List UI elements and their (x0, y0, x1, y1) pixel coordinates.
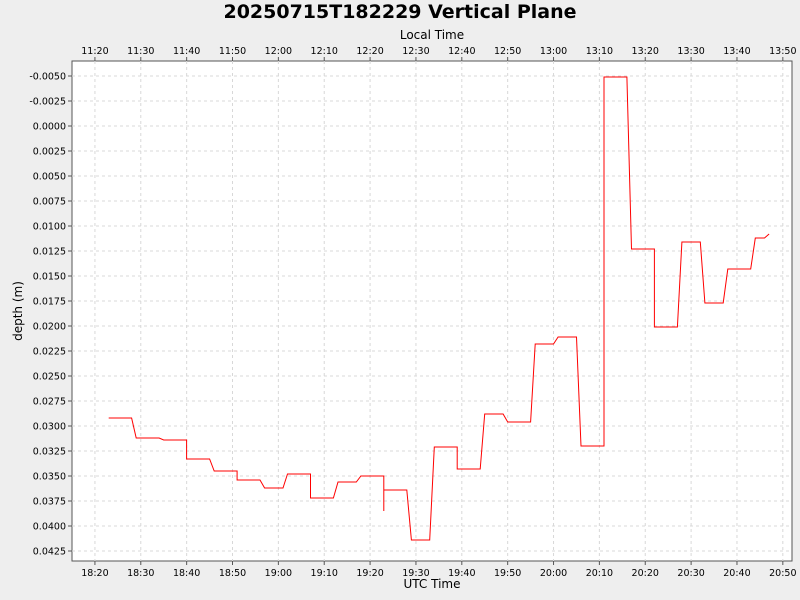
y-tick-label: 0.0025 (33, 147, 66, 158)
y-tick-label: 0.0225 (33, 347, 66, 358)
axis-ticks: -0.0050 -0.0025 0.0000 0.0025 0.0050 0.0075 0.… (29, 46, 796, 579)
x-tick-label-utc: 18:40 (173, 568, 200, 579)
x-tick-label-local: 13:40 (723, 46, 750, 57)
x-tick-label-utc: 19:50 (494, 568, 521, 579)
x-tick-label-utc: 20:20 (632, 568, 659, 579)
x-tick-label-local: 11:20 (81, 46, 108, 57)
bottom-axis-label: UTC Time (403, 577, 461, 591)
y-tick-label: 0.0175 (33, 297, 66, 308)
x-tick-label-local: 12:10 (311, 46, 338, 57)
y-tick-label: 0.0000 (33, 122, 66, 133)
y-tick-label: 0.0075 (33, 197, 66, 208)
y-tick-label: 0.0150 (33, 272, 66, 283)
x-tick-label-utc: 18:20 (81, 568, 108, 579)
x-tick-label-local: 12:50 (494, 46, 521, 57)
x-tick-label-utc: 19:20 (356, 568, 383, 579)
x-tick-label-utc: 18:30 (127, 568, 154, 579)
y-tick-label: 0.0050 (33, 172, 66, 183)
y-tick-label: 0.0200 (33, 322, 66, 333)
x-tick-label-local: 12:20 (356, 46, 383, 57)
x-tick-label-utc: 18:50 (219, 568, 246, 579)
y-tick-label: 0.0250 (33, 372, 66, 383)
x-tick-label-utc: 20:50 (769, 568, 796, 579)
series-group (108, 76, 770, 541)
y-tick-label: 0.0375 (33, 497, 66, 508)
x-tick-label-utc: 20:00 (540, 568, 567, 579)
x-tick-label-local: 12:40 (448, 46, 475, 57)
y-tick-label: 0.0275 (33, 397, 66, 408)
x-tick-label-utc: 19:10 (311, 568, 338, 579)
y-tick-label: 0.0400 (33, 522, 66, 533)
x-tick-label-utc: 20:40 (723, 568, 750, 579)
x-tick-label-utc: 19:40 (448, 568, 475, 579)
x-tick-label-local: 13:20 (632, 46, 659, 57)
plot-area (71, 60, 793, 562)
x-tick-label-local: 12:30 (402, 46, 429, 57)
x-tick-label-utc: 20:10 (586, 568, 613, 579)
grid-lines (72, 61, 792, 561)
y-tick-label: 0.0425 (33, 547, 66, 558)
y-tick-label: 0.0100 (33, 222, 66, 233)
top-axis-label: Local Time (399, 28, 465, 42)
y-tick-label: -0.0050 (29, 72, 66, 83)
x-tick-label-local: 13:00 (540, 46, 567, 57)
x-tick-label-utc: 19:00 (265, 568, 292, 579)
x-tick-label-local: 11:40 (173, 46, 200, 57)
y-tick-label: 0.0350 (33, 472, 66, 483)
x-tick-label-local: 11:50 (219, 46, 246, 57)
x-tick-label-local: 13:50 (769, 46, 796, 57)
y-tick-label: 0.0125 (33, 247, 66, 258)
y-tick-label: 0.0300 (33, 422, 66, 433)
x-tick-label-utc: 20:30 (677, 568, 704, 579)
y-tick-label: 0.0325 (33, 447, 66, 458)
x-tick-label-local: 13:30 (677, 46, 704, 57)
x-tick-label-utc: 19:30 (402, 568, 429, 579)
x-tick-label-local: 12:00 (265, 46, 292, 57)
x-tick-label-local: 11:30 (127, 46, 154, 57)
chart-title: 20250715T182229 Vertical Plane (223, 1, 577, 23)
x-tick-label-local: 13:10 (586, 46, 613, 57)
depth-series-line (108, 76, 770, 541)
y-tick-label: -0.0025 (29, 97, 66, 108)
